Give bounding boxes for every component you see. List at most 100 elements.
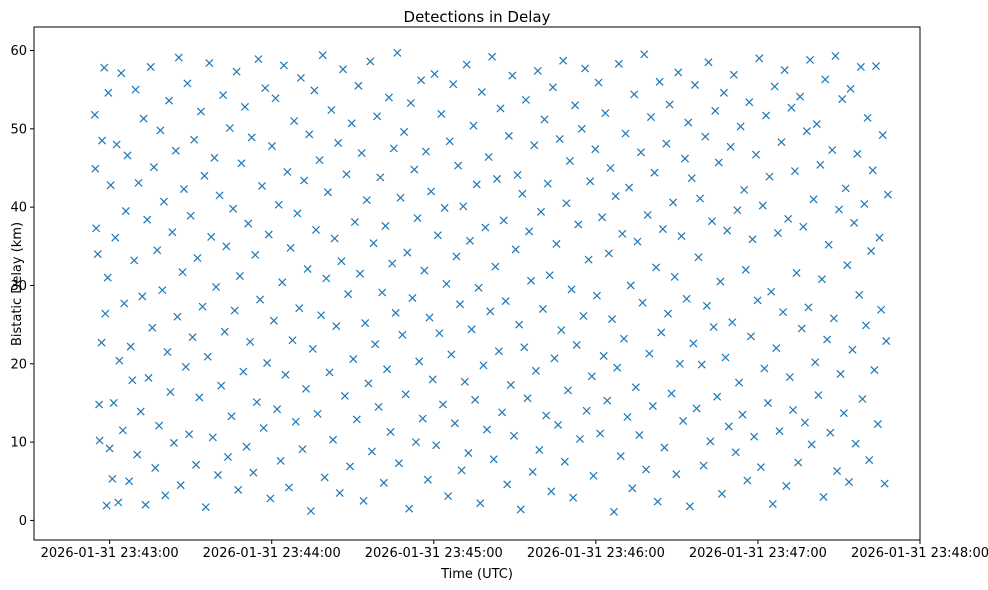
- data-point: [393, 48, 402, 57]
- data-point: [417, 76, 426, 85]
- data-point: [335, 488, 344, 498]
- data-point: [699, 461, 708, 470]
- data-point: [692, 404, 701, 413]
- data-point: [696, 194, 705, 203]
- data-point: [582, 406, 591, 415]
- data-point: [655, 77, 664, 86]
- y-axis: 0 10 20 30 40 50 60: [10, 44, 34, 529]
- data-point: [459, 202, 468, 211]
- data-point: [694, 253, 703, 262]
- y-tick-label: 40: [10, 201, 27, 216]
- data-point: [738, 410, 747, 419]
- data-point: [158, 286, 167, 295]
- data-point: [361, 319, 370, 328]
- data-point: [789, 405, 798, 415]
- data-point: [381, 221, 390, 230]
- data-point: [244, 219, 253, 228]
- data-point: [609, 507, 618, 516]
- data-point: [168, 228, 177, 237]
- data-point: [212, 282, 221, 292]
- data-point: [515, 320, 524, 329]
- data-point: [833, 467, 842, 476]
- data-point: [796, 92, 805, 101]
- data-point: [711, 106, 720, 115]
- data-point: [210, 153, 219, 162]
- data-point: [697, 360, 706, 369]
- data-point: [547, 487, 556, 496]
- data-point: [838, 95, 847, 104]
- data-point: [767, 287, 776, 296]
- data-point: [300, 176, 309, 185]
- data-point: [444, 492, 453, 501]
- data-point: [410, 165, 419, 174]
- data-point: [538, 304, 547, 313]
- data-point: [192, 460, 201, 469]
- data-point: [530, 141, 539, 150]
- data-point: [672, 470, 681, 479]
- data-point: [506, 380, 515, 389]
- data-point: [636, 148, 645, 157]
- data-point: [305, 130, 314, 139]
- data-point: [724, 422, 733, 431]
- data-point: [542, 411, 551, 420]
- data-point: [163, 348, 172, 357]
- data-point: [871, 62, 880, 71]
- data-point: [531, 366, 540, 375]
- data-point: [109, 398, 118, 407]
- data-point: [657, 328, 666, 337]
- data-point: [731, 448, 740, 457]
- data-point: [143, 215, 152, 224]
- data-point: [317, 311, 326, 320]
- data-point: [844, 478, 853, 487]
- data-point: [701, 132, 710, 141]
- data-point: [322, 274, 331, 283]
- data-point: [188, 333, 197, 342]
- data-point: [103, 273, 112, 282]
- data-point: [702, 301, 711, 310]
- data-point: [642, 465, 651, 474]
- data-point: [442, 279, 451, 288]
- data-point: [235, 272, 244, 281]
- data-point: [450, 419, 459, 428]
- data-point: [768, 499, 777, 508]
- data-point: [536, 207, 546, 216]
- data-point: [826, 428, 835, 437]
- data-point: [284, 483, 294, 492]
- data-point: [91, 164, 100, 173]
- data-point: [511, 245, 520, 254]
- data-point: [643, 210, 652, 219]
- data-point: [777, 138, 786, 147]
- x-tick-label: 2026-01-31 23:43:00: [41, 546, 179, 561]
- data-points: [90, 48, 892, 516]
- data-point: [828, 145, 837, 154]
- data-point: [462, 60, 471, 69]
- data-point: [433, 231, 442, 240]
- data-point: [266, 494, 275, 503]
- data-point: [823, 335, 832, 344]
- data-point: [608, 315, 617, 324]
- data-point: [743, 476, 752, 485]
- data-point: [486, 307, 495, 316]
- data-point: [296, 73, 305, 82]
- data-point: [883, 190, 892, 199]
- data-point: [465, 236, 475, 245]
- data-point: [569, 493, 578, 502]
- data-point: [391, 308, 400, 317]
- data-point: [437, 109, 446, 118]
- data-point: [327, 105, 336, 115]
- data-point: [134, 178, 143, 187]
- data-point: [707, 217, 717, 226]
- data-point: [254, 55, 263, 64]
- data-point: [763, 398, 772, 407]
- data-point: [723, 226, 732, 235]
- data-point: [877, 305, 886, 314]
- data-point: [460, 377, 469, 386]
- data-point: [352, 415, 361, 424]
- data-point: [640, 50, 649, 59]
- data-point: [572, 340, 581, 350]
- data-point: [378, 288, 387, 297]
- data-point: [267, 142, 277, 151]
- data-point: [619, 334, 628, 343]
- data-point: [638, 298, 647, 307]
- data-point: [564, 386, 573, 395]
